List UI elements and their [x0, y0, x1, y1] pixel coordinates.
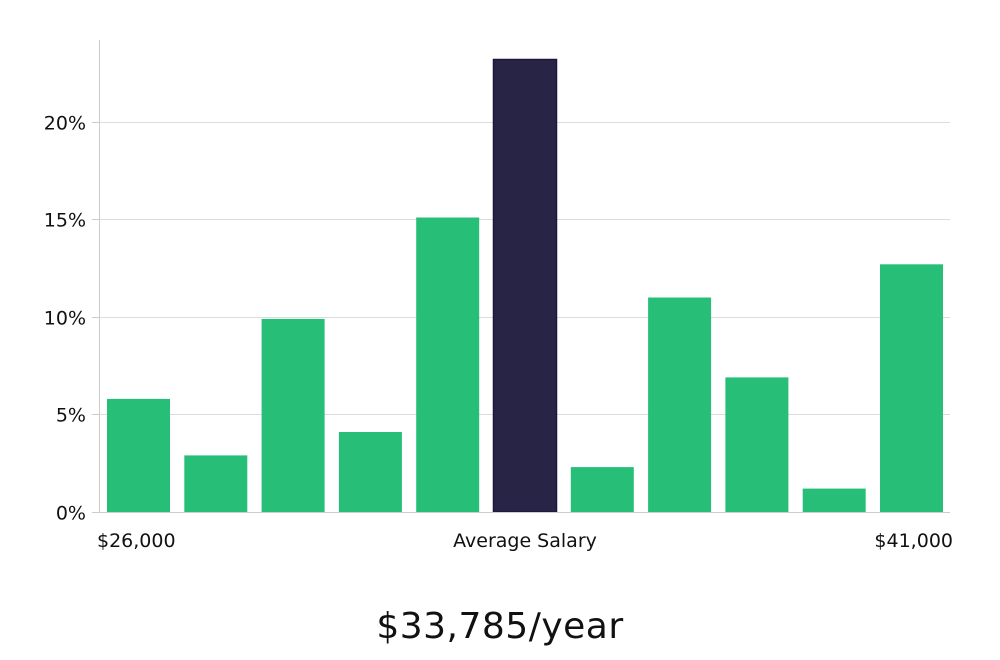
bar: [184, 455, 248, 512]
y-tick-labels: 0% 5% 10% 15% 20%: [44, 113, 86, 525]
bars: [107, 58, 943, 513]
y-tick-label: 15%: [44, 210, 86, 232]
bar: [107, 398, 170, 512]
salary-distribution-chart: 0% 5% 10% 15% 20% $26,000 Average Salary $41…: [44, 40, 953, 552]
bar: [261, 318, 325, 512]
bar-highlighted: [492, 58, 558, 513]
bar: [880, 264, 943, 512]
x-min-label: $26,000: [97, 530, 176, 552]
bar: [416, 217, 480, 512]
bar: [725, 377, 789, 512]
y-tick-label: 10%: [44, 308, 86, 330]
x-max-label: $41,000: [874, 530, 953, 552]
bar: [802, 488, 866, 512]
bar: [648, 297, 712, 512]
y-tick-label: 20%: [44, 113, 86, 135]
average-salary-value: $33,785/year: [376, 606, 624, 647]
y-tick-label: 5%: [56, 405, 86, 427]
bar: [570, 467, 634, 512]
x-axis-title: Average Salary: [453, 530, 597, 552]
bar: [338, 432, 402, 512]
y-tick-label: 0%: [56, 503, 86, 525]
